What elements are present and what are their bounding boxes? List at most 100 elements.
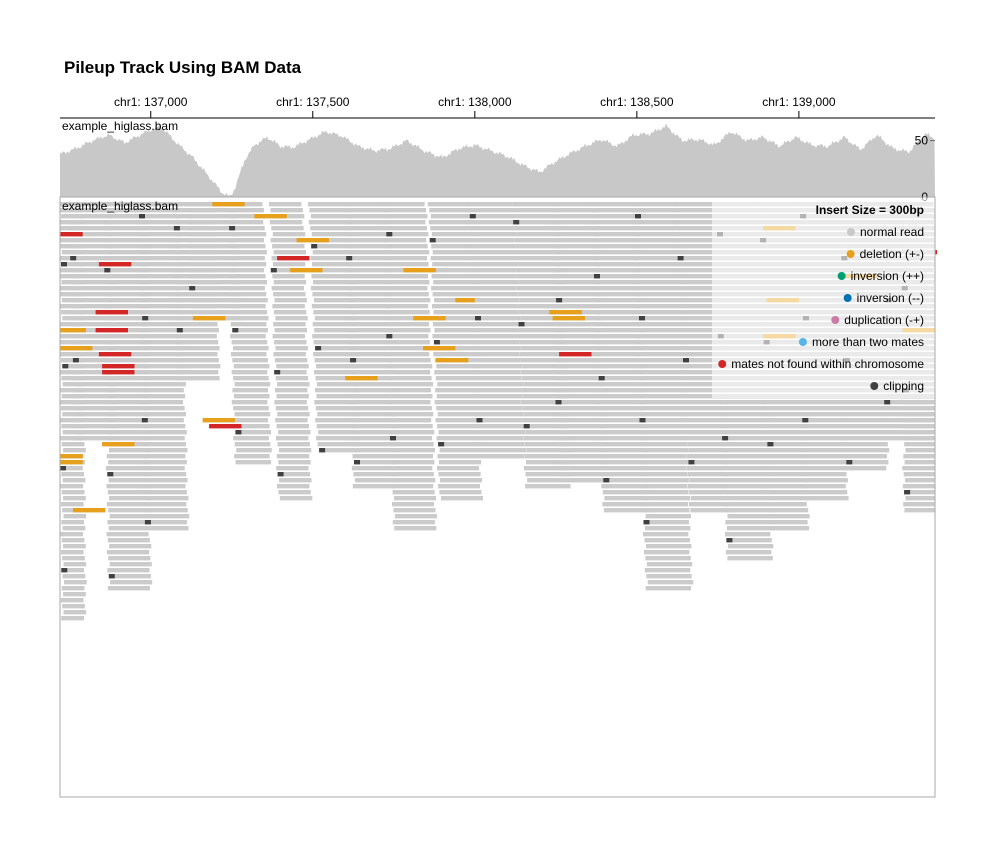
read[interactable] — [642, 460, 689, 465]
read[interactable] — [519, 352, 565, 357]
read[interactable] — [518, 280, 564, 285]
read[interactable] — [599, 394, 646, 399]
read[interactable] — [644, 508, 690, 513]
read[interactable] — [642, 502, 688, 507]
read[interactable] — [641, 454, 687, 459]
read[interactable] — [689, 478, 729, 483]
read[interactable] — [107, 520, 150, 525]
read[interactable] — [430, 256, 473, 261]
read[interactable] — [723, 412, 769, 417]
read[interactable] — [604, 496, 650, 501]
read[interactable] — [384, 238, 427, 243]
read[interactable] — [229, 244, 266, 249]
read[interactable] — [470, 244, 516, 249]
read[interactable] — [147, 514, 190, 519]
read[interactable] — [767, 442, 807, 447]
read[interactable] — [553, 214, 600, 219]
read[interactable] — [72, 328, 115, 333]
read[interactable] — [353, 472, 396, 477]
read[interactable] — [686, 424, 725, 429]
read[interactable] — [190, 262, 239, 267]
read[interactable] — [235, 460, 272, 465]
read[interactable] — [63, 514, 87, 519]
read[interactable] — [62, 478, 86, 483]
read[interactable] — [803, 466, 846, 471]
read[interactable] — [346, 244, 389, 249]
read[interactable] — [683, 358, 722, 363]
read[interactable] — [475, 388, 522, 393]
read[interactable] — [348, 250, 391, 255]
read[interactable] — [61, 520, 84, 525]
read[interactable] — [844, 436, 887, 441]
read[interactable] — [603, 478, 649, 483]
read[interactable] — [276, 454, 310, 459]
read[interactable] — [184, 202, 234, 207]
read[interactable] — [480, 448, 527, 453]
read[interactable] — [138, 226, 181, 231]
read[interactable] — [390, 466, 433, 471]
read[interactable] — [270, 208, 303, 213]
read[interactable] — [436, 364, 479, 369]
read[interactable] — [228, 268, 265, 273]
read[interactable] — [107, 280, 150, 285]
read[interactable] — [634, 268, 680, 273]
read[interactable] — [391, 382, 434, 387]
read[interactable] — [551, 202, 597, 207]
read[interactable] — [435, 376, 478, 381]
read[interactable] — [107, 538, 150, 543]
read[interactable] — [347, 304, 390, 309]
read[interactable] — [352, 424, 395, 429]
read[interactable] — [522, 364, 568, 369]
read[interactable] — [554, 262, 600, 267]
read[interactable] — [315, 346, 358, 351]
read[interactable] — [234, 412, 271, 417]
read[interactable] — [682, 328, 722, 333]
read[interactable] — [677, 214, 717, 219]
read[interactable] — [556, 376, 603, 381]
read[interactable] — [640, 436, 686, 441]
read[interactable] — [557, 394, 604, 399]
read[interactable] — [231, 280, 267, 285]
read[interactable] — [525, 472, 571, 477]
read[interactable] — [435, 418, 478, 423]
read[interactable] — [439, 448, 482, 453]
read[interactable] — [273, 310, 307, 315]
read[interactable] — [633, 208, 679, 213]
colored-read[interactable] — [345, 376, 378, 381]
read[interactable] — [475, 400, 521, 405]
read[interactable] — [61, 358, 84, 363]
read[interactable] — [72, 280, 115, 285]
read[interactable] — [108, 508, 151, 513]
read[interactable] — [555, 340, 601, 345]
read[interactable] — [476, 376, 522, 381]
read[interactable] — [346, 256, 389, 261]
read[interactable] — [230, 334, 266, 339]
read[interactable] — [108, 382, 151, 387]
read[interactable] — [108, 526, 151, 531]
read[interactable] — [471, 262, 517, 267]
read[interactable] — [764, 400, 804, 405]
read[interactable] — [63, 448, 86, 453]
read[interactable] — [277, 382, 310, 387]
read[interactable] — [469, 268, 515, 273]
read[interactable] — [273, 322, 306, 327]
read[interactable] — [109, 562, 152, 567]
read[interactable] — [109, 496, 152, 501]
read[interactable] — [598, 418, 645, 423]
read[interactable] — [192, 298, 241, 303]
read[interactable] — [61, 586, 85, 591]
read[interactable] — [354, 448, 397, 453]
read[interactable] — [276, 364, 309, 369]
read[interactable] — [639, 316, 685, 321]
read[interactable] — [106, 358, 149, 363]
read[interactable] — [600, 466, 646, 471]
read[interactable] — [391, 472, 434, 477]
read[interactable] — [140, 280, 183, 285]
read[interactable] — [271, 226, 304, 231]
read[interactable] — [552, 238, 598, 243]
read[interactable] — [139, 304, 182, 309]
read[interactable] — [392, 448, 435, 453]
read[interactable] — [105, 256, 148, 261]
read[interactable] — [684, 364, 724, 369]
read[interactable] — [726, 496, 772, 501]
